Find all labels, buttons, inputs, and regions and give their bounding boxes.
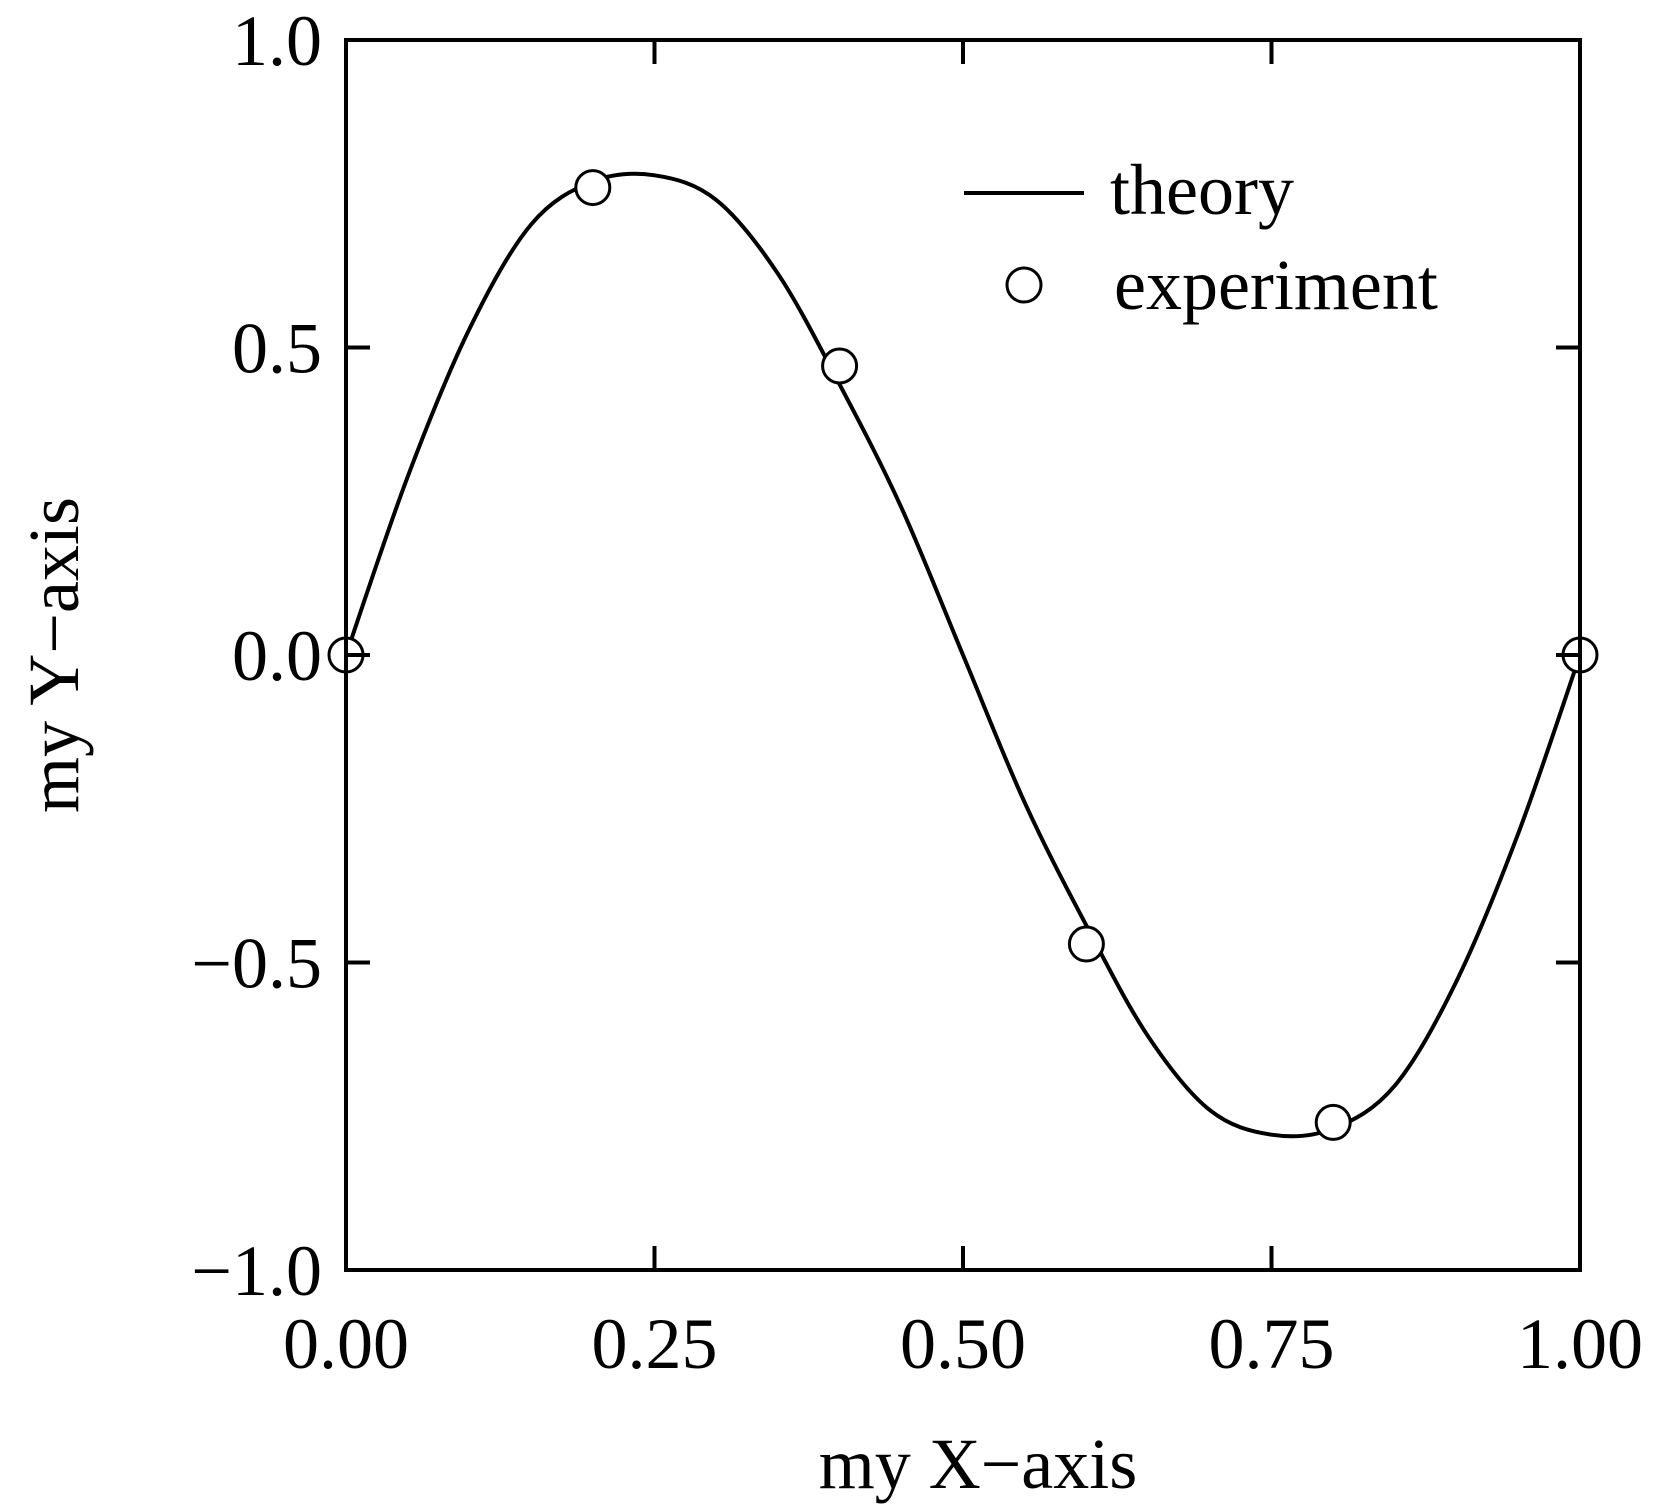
y-axis-label: my Y−axis [14, 497, 94, 813]
y-tick-label: −0.5 [191, 924, 322, 1004]
experiment-point [1067, 925, 1105, 963]
experiment-point [821, 347, 859, 385]
experiment-point [574, 169, 612, 207]
experiment-point [1314, 1103, 1352, 1141]
legend-experiment-label: experiment [1114, 245, 1438, 325]
legend-experiment-marker [1005, 266, 1043, 304]
x-tick-label: 0.50 [900, 1304, 1026, 1384]
x-tick-label: 0.75 [1209, 1304, 1335, 1384]
theory-series [344, 171, 1582, 1139]
x-tick-label: 0.00 [283, 1304, 409, 1384]
x-tick-label: 0.25 [592, 1304, 718, 1384]
legend-theory-label: theory [1110, 150, 1294, 230]
axis-tick-labels: 0.00 0.25 0.50 0.75 1.00 −1.0 −0.5 0.0 0.5 1.0 [191, 1, 1643, 1384]
experiment-series [327, 169, 1599, 1141]
axis-ticks [344, 38, 1582, 1272]
y-tick-label: 0.0 [232, 616, 322, 696]
theory-line [344, 171, 1582, 1139]
y-tick-label: 1.0 [232, 1, 322, 81]
legend: theory experiment [964, 150, 1438, 325]
x-tick-label: 1.00 [1517, 1304, 1643, 1384]
y-tick-label: −1.0 [191, 1231, 322, 1311]
y-tick-label: 0.5 [232, 309, 322, 389]
x-axis-label: my X−axis [819, 1424, 1138, 1504]
